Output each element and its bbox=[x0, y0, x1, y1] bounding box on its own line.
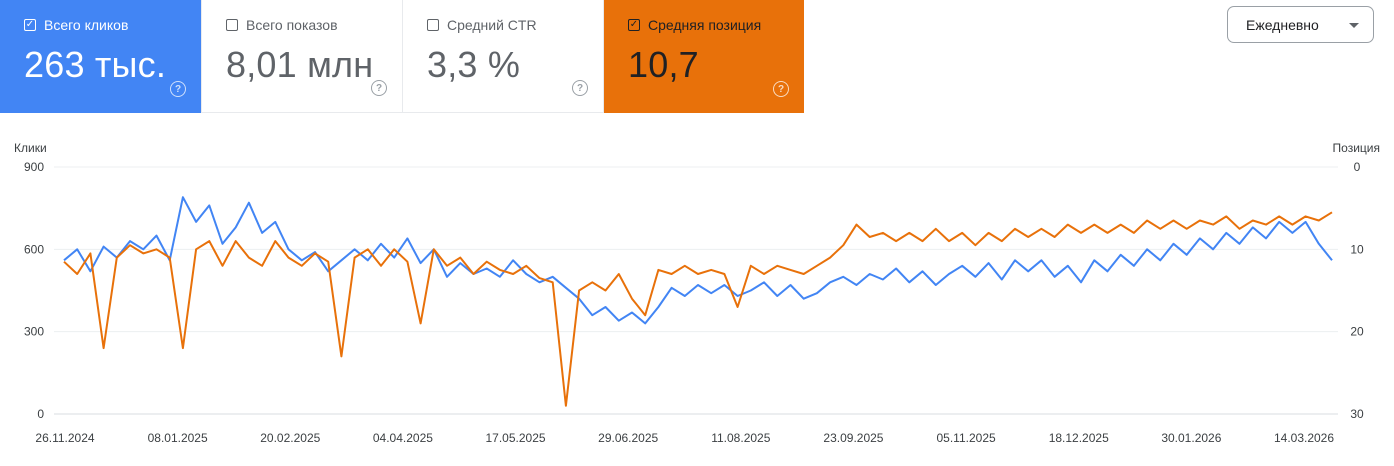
checkbox-checked-icon[interactable]: ✓ bbox=[24, 19, 36, 31]
right-axis-tick-label: 30 bbox=[1350, 407, 1364, 421]
metric-cards: ✓ Всего кликов 263 тыс. ? Всего показов … bbox=[0, 0, 804, 113]
metric-label-ctr: Средний CTR bbox=[447, 17, 537, 33]
x-axis-tick-label: 04.04.2025 bbox=[373, 431, 433, 445]
metric-card-position[interactable]: ✓ Средняя позиция 10,7 ? bbox=[603, 0, 804, 113]
metric-card-impressions[interactable]: Всего показов 8,01 млн ? bbox=[201, 0, 402, 113]
clicks-series-line bbox=[63, 196, 1333, 325]
x-axis-tick-label: 05.11.2025 bbox=[937, 431, 996, 445]
x-axis-tick-label: 29.06.2025 bbox=[598, 431, 658, 445]
metric-value-ctr: 3,3 % bbox=[427, 44, 521, 85]
metric-card-header: ✓ Средняя позиция bbox=[628, 17, 761, 33]
metric-value-position: 10,7 bbox=[628, 44, 699, 85]
right-axis-title: Позиция bbox=[1332, 141, 1380, 155]
x-axis-tick-label: 26.11.2024 bbox=[35, 431, 94, 445]
x-axis-tick-label: 18.12.2025 bbox=[1049, 431, 1109, 445]
x-axis-tick-label: 08.01.2025 bbox=[148, 431, 208, 445]
left-axis-tick-label: 0 bbox=[37, 407, 44, 421]
metric-card-header: Всего показов bbox=[226, 17, 338, 33]
metric-card-ctr[interactable]: Средний CTR 3,3 % ? bbox=[402, 0, 603, 113]
x-axis-tick-label: 14.03.2026 bbox=[1274, 431, 1334, 445]
metric-card-header: Средний CTR bbox=[427, 17, 537, 33]
granularity-dropdown-label: Ежедневно bbox=[1246, 16, 1319, 33]
x-axis-tick-label: 30.01.2026 bbox=[1161, 431, 1221, 445]
caret-down-icon bbox=[1349, 23, 1359, 28]
help-icon[interactable]: ? bbox=[773, 81, 789, 97]
right-axis-tick-label: 20 bbox=[1350, 325, 1364, 339]
metric-label-clicks: Всего кликов bbox=[44, 17, 129, 33]
x-axis-tick-label: 11.08.2025 bbox=[711, 431, 770, 445]
checkbox-checked-icon[interactable]: ✓ bbox=[628, 19, 640, 31]
help-icon[interactable]: ? bbox=[371, 80, 387, 96]
position-series-line bbox=[63, 211, 1333, 407]
x-axis-tick-label: 23.09.2025 bbox=[823, 431, 883, 445]
x-axis-tick-label: 20.02.2025 bbox=[260, 431, 320, 445]
metric-value-clicks: 263 тыс. bbox=[24, 44, 167, 85]
right-axis-tick-label: 10 bbox=[1350, 242, 1364, 256]
help-icon[interactable]: ? bbox=[572, 80, 588, 96]
left-axis-tick-label: 600 bbox=[24, 242, 44, 256]
left-axis-tick-label: 900 bbox=[24, 160, 44, 174]
left-axis-title: Клики bbox=[14, 141, 47, 155]
metric-label-impressions: Всего показов bbox=[246, 17, 338, 33]
metric-label-position: Средняя позиция bbox=[648, 17, 762, 33]
metric-card-clicks[interactable]: ✓ Всего кликов 263 тыс. ? bbox=[0, 0, 201, 113]
checkbox-unchecked-icon[interactable] bbox=[226, 19, 238, 31]
help-icon[interactable]: ? bbox=[170, 81, 186, 97]
granularity-dropdown[interactable]: Ежедневно bbox=[1227, 6, 1374, 43]
left-axis-tick-label: 300 bbox=[24, 325, 44, 339]
metric-card-header: ✓ Всего кликов bbox=[24, 17, 128, 33]
metric-value-impressions: 8,01 млн bbox=[226, 44, 374, 85]
checkbox-unchecked-icon[interactable] bbox=[427, 19, 439, 31]
right-axis-tick-label: 0 bbox=[1354, 160, 1361, 174]
x-axis-tick-label: 17.05.2025 bbox=[486, 431, 546, 445]
